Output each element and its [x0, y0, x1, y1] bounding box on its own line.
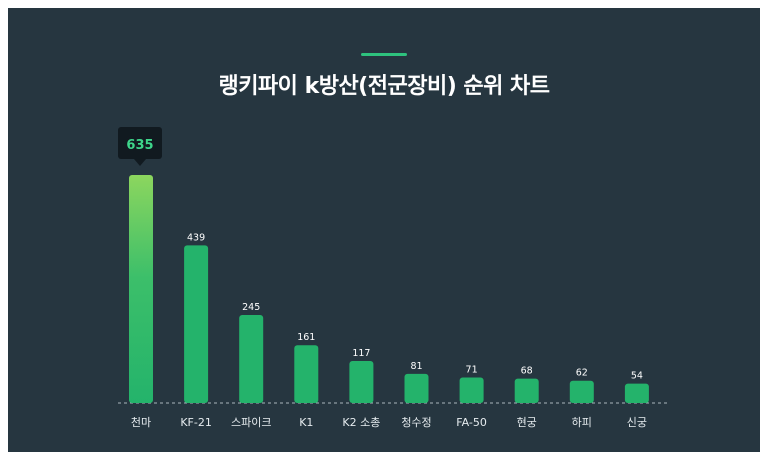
- bar-6[interactable]: [459, 377, 484, 404]
- value-label-3: 161: [297, 332, 315, 343]
- bar-4[interactable]: [349, 361, 374, 403]
- bar-5[interactable]: [404, 373, 429, 403]
- title-accent-line: [361, 53, 407, 56]
- value-label-5: 81: [410, 361, 422, 372]
- bar-2[interactable]: [239, 315, 264, 403]
- category-label-2: 스파이크: [231, 416, 271, 429]
- tooltip-value: 635: [126, 138, 153, 153]
- category-label-8: 하피: [572, 415, 592, 429]
- category-label-0: 천마: [131, 415, 151, 429]
- bar-3[interactable]: [294, 345, 319, 403]
- bar-1[interactable]: [184, 245, 209, 403]
- bar-0[interactable]: [129, 175, 153, 403]
- value-label-9: 54: [631, 371, 643, 382]
- category-label-3: K1: [299, 416, 313, 429]
- chart-title: 랭키파이 k방산(전군장비) 순위 차트: [218, 74, 550, 99]
- category-label-4: K2 소총: [342, 416, 380, 429]
- value-label-8: 62: [576, 368, 588, 379]
- value-label-7: 68: [521, 366, 533, 377]
- category-label-5: 청수정: [401, 416, 431, 429]
- category-label-9: 신궁: [627, 416, 647, 429]
- value-label-2: 245: [242, 302, 260, 313]
- value-label-1: 439: [187, 232, 205, 243]
- tooltip-pointer: [134, 159, 146, 166]
- bar-7[interactable]: [514, 378, 539, 403]
- tooltip-box: [118, 127, 162, 159]
- category-label-6: FA-50: [456, 416, 487, 429]
- tooltip: 635: [118, 127, 162, 166]
- value-label-4: 117: [352, 348, 370, 359]
- value-label-6: 71: [466, 365, 478, 376]
- bar-8[interactable]: [569, 380, 594, 403]
- category-label-7: 현궁: [517, 416, 537, 429]
- category-label-1: KF-21: [180, 416, 212, 429]
- bar-9[interactable]: [624, 383, 649, 403]
